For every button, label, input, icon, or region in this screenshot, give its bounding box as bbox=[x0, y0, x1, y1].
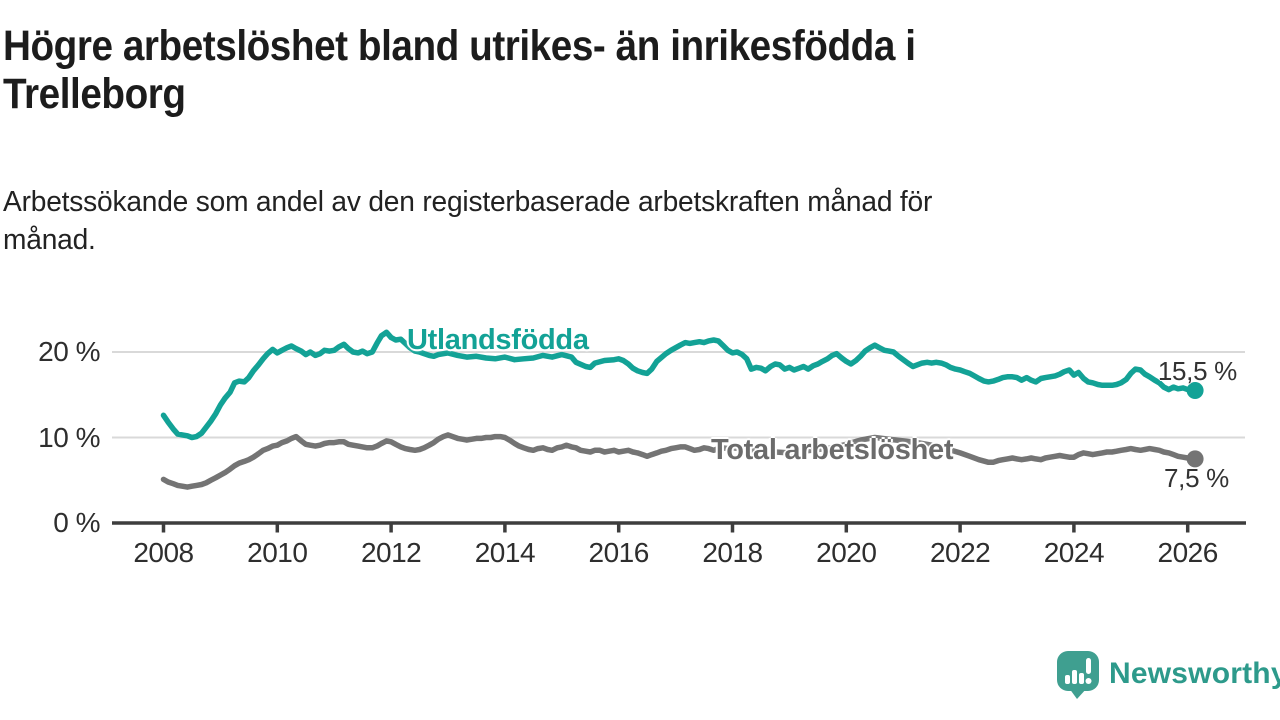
utlandsf-dda-line bbox=[160, 329, 1198, 441]
y-tick-label: 0 % bbox=[53, 507, 100, 538]
newsworthy-logo-icon bbox=[1057, 650, 1099, 699]
x-tick-label: 2012 bbox=[360, 537, 422, 568]
end-value-total-arbetsloshet: 7,5 % bbox=[1164, 463, 1229, 493]
x-tick-label: 2018 bbox=[702, 537, 763, 568]
chart-title: Högre arbetslöshet bland utrikes- än inr… bbox=[3, 22, 916, 118]
x-tick-label: 2020 bbox=[816, 537, 877, 568]
x-tick-label: 2024 bbox=[1043, 537, 1105, 568]
total-arbetsl-shet-end-dot bbox=[1186, 450, 1204, 468]
x-tick-label: 2010 bbox=[247, 537, 308, 568]
y-tick-label: 20 % bbox=[38, 336, 100, 367]
x-tick-label: 2026 bbox=[1157, 537, 1219, 568]
newsworthy-wordmark: Newsworthy bbox=[1109, 657, 1280, 690]
series-label-utlandsfodda: Utlandsfödda bbox=[407, 324, 589, 356]
total-arbetsl-shet-line bbox=[160, 432, 1198, 490]
utlandsf-dda-end-dot bbox=[1186, 381, 1204, 399]
end-value-utlandsfodda: 15,5 % bbox=[1157, 356, 1237, 386]
x-tick-label: 2014 bbox=[474, 537, 536, 568]
x-tick-label: 2016 bbox=[588, 537, 650, 568]
series-label-total-arbetsloshet: Total arbetslöshet bbox=[711, 434, 954, 466]
x-tick-label: 2022 bbox=[929, 537, 991, 568]
chart-subtitle: Arbetssökande som andel av den registerb… bbox=[3, 186, 933, 256]
x-tick-label: 2008 bbox=[133, 537, 194, 568]
newsworthy-branding: Newsworthy bbox=[1056, 648, 1280, 700]
y-tick-label: 10 % bbox=[38, 421, 100, 453]
